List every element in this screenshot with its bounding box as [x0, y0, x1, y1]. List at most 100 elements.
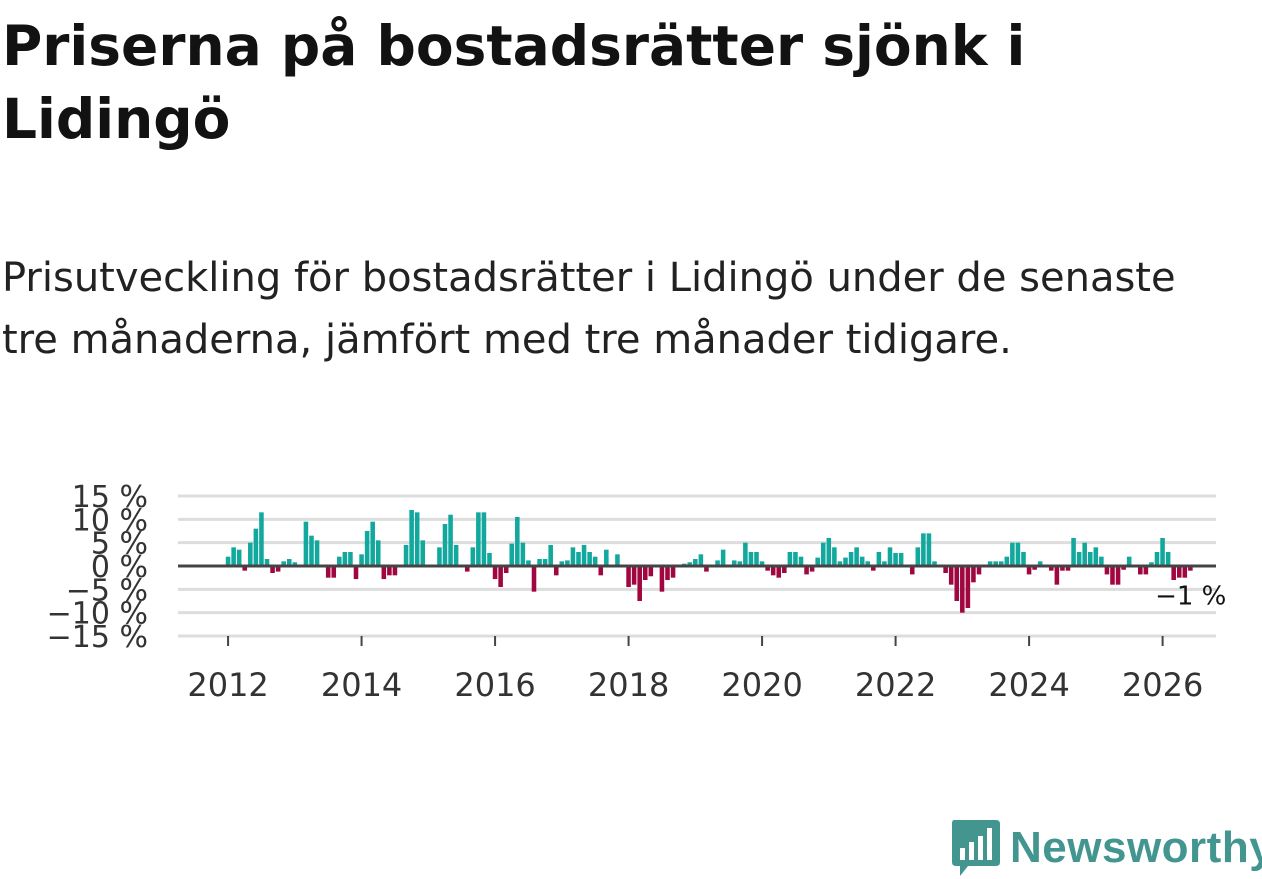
bar — [893, 552, 898, 566]
bar — [854, 547, 859, 566]
y-tick-label: 15 % — [72, 480, 148, 515]
bar — [915, 547, 921, 566]
bar — [998, 561, 1004, 566]
x-axis-ticks: 2012 2014 2016 2018 2020 2022 2024 2026 — [187, 636, 1203, 704]
x-tick-label: 2020 — [721, 666, 802, 704]
bar — [337, 556, 342, 566]
y-tick-label: −15 % — [47, 620, 148, 655]
bar — [225, 556, 231, 566]
bar — [693, 559, 698, 566]
bar — [1021, 552, 1026, 566]
bar — [815, 557, 820, 566]
bar — [776, 566, 782, 578]
bar — [1121, 566, 1126, 570]
bar — [687, 562, 693, 566]
bar — [348, 552, 353, 566]
bar — [1037, 561, 1043, 566]
y-tick-label: 0 % — [91, 550, 148, 585]
bar — [375, 540, 381, 566]
bar — [932, 561, 937, 566]
chart-subtitle: Prisutveckling för bostadsrätter i Lidin… — [2, 255, 1176, 363]
bar — [665, 566, 670, 580]
bar — [887, 547, 893, 566]
bar — [820, 542, 826, 566]
bar — [921, 533, 926, 566]
y-tick-label: 10 % — [72, 503, 148, 538]
bar — [1026, 566, 1032, 575]
bar — [531, 566, 537, 592]
bar — [965, 566, 971, 608]
bar — [859, 556, 865, 566]
bar — [325, 566, 331, 578]
bar-chart: −15 %−10 %−5 %0 %5 %10 %15 % 2012 2014 201… — [47, 480, 1227, 704]
bar — [993, 561, 998, 566]
bar — [1010, 542, 1015, 566]
bar — [342, 552, 348, 566]
bar — [314, 540, 320, 566]
bar — [1099, 556, 1104, 566]
bar — [387, 566, 392, 576]
bar — [1110, 566, 1115, 585]
bar — [798, 556, 804, 566]
bar — [553, 566, 559, 576]
bar — [481, 512, 487, 566]
bar — [743, 542, 748, 566]
bar — [264, 559, 270, 566]
bar — [587, 552, 592, 566]
bar-chart-speech-bubble-icon — [952, 820, 1000, 876]
bar — [1115, 566, 1121, 585]
bar — [754, 552, 759, 566]
bar — [1104, 566, 1110, 575]
bar — [370, 521, 375, 566]
bar — [381, 566, 387, 580]
bar — [509, 543, 515, 566]
bar — [882, 561, 887, 566]
bar — [270, 566, 275, 573]
bar — [698, 554, 704, 566]
bar — [420, 540, 426, 566]
bar — [303, 521, 309, 566]
bar — [1138, 566, 1143, 575]
bar — [637, 566, 642, 601]
bar — [1054, 566, 1060, 585]
bar — [598, 566, 604, 576]
bar — [392, 566, 398, 576]
bar — [876, 552, 882, 566]
bar — [437, 547, 442, 566]
bar — [520, 542, 526, 566]
bar — [793, 552, 798, 566]
bar — [236, 549, 242, 566]
bar — [1060, 566, 1065, 571]
bar — [448, 514, 453, 566]
bar — [715, 560, 720, 566]
bar — [787, 552, 793, 566]
bar — [503, 566, 509, 573]
bar — [659, 566, 665, 592]
bar — [231, 547, 236, 566]
bar — [331, 566, 337, 578]
bar — [537, 559, 542, 566]
bar — [848, 552, 854, 566]
bar — [1093, 547, 1099, 566]
bar — [948, 566, 954, 585]
bar — [542, 559, 548, 566]
bar — [570, 547, 576, 566]
bar — [498, 566, 503, 587]
bar — [987, 561, 993, 566]
bar — [487, 552, 492, 566]
bar — [1004, 556, 1010, 566]
bar — [843, 557, 848, 566]
bar — [248, 542, 253, 566]
bar — [1071, 538, 1076, 566]
bar — [782, 566, 787, 573]
x-tick-label: 2014 — [321, 666, 402, 704]
y-tick-label: −5 % — [66, 573, 148, 608]
x-tick-label: 2022 — [855, 666, 936, 704]
y-axis-ticks: −15 %−10 %−5 %0 %5 %10 %15 % — [47, 480, 148, 655]
bar — [515, 517, 520, 566]
bar — [670, 566, 676, 578]
bar — [359, 554, 364, 566]
bar — [442, 524, 448, 566]
bar — [909, 566, 915, 575]
bar — [476, 512, 481, 566]
